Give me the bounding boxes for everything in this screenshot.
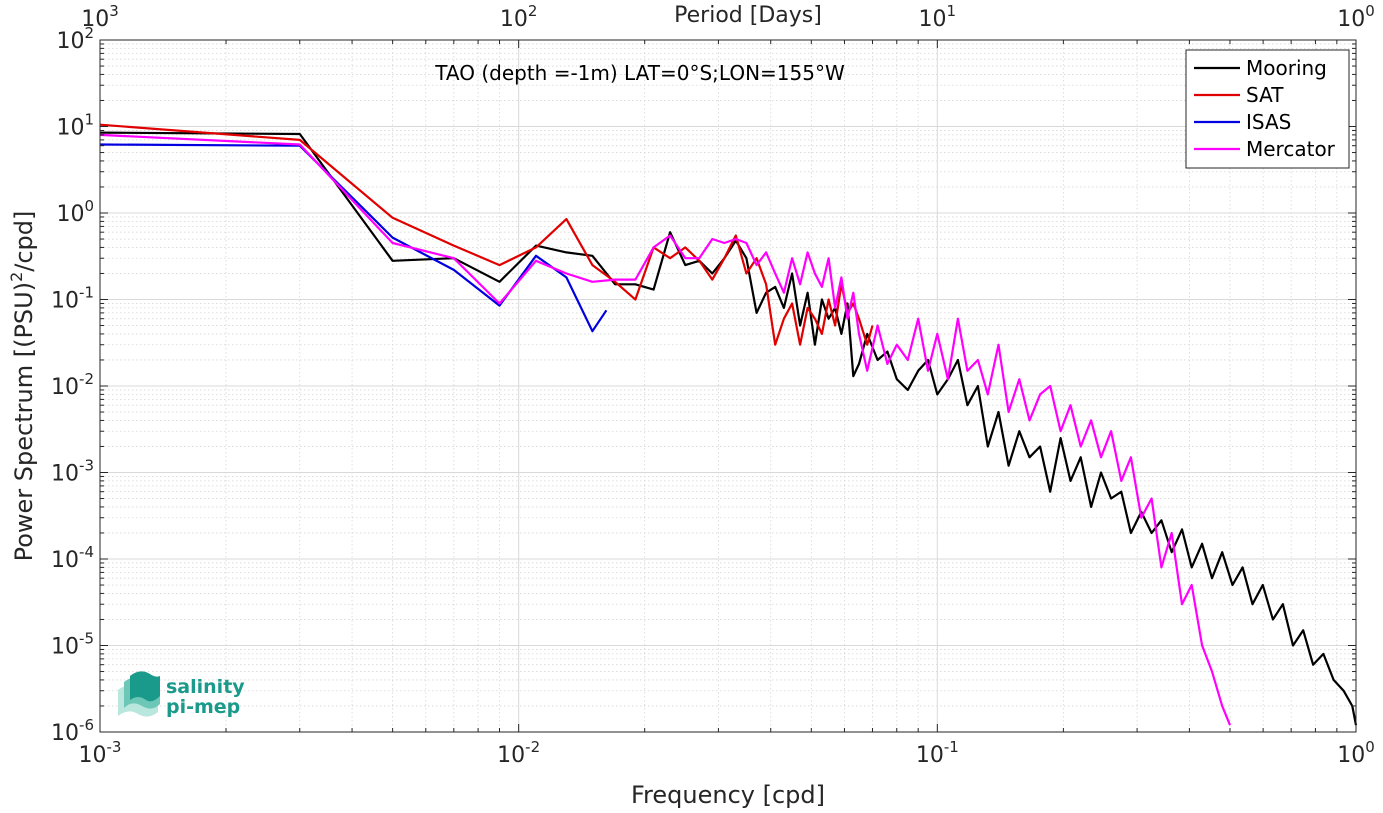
y-tick-label: 10-1 xyxy=(51,284,94,314)
tick-marks xyxy=(99,39,1357,733)
y-tick-exp: 1 xyxy=(84,111,94,129)
y-tick-label: 101 xyxy=(56,111,94,141)
series-line-mercator xyxy=(99,133,1232,726)
salinity-pi-mep-logo: salinity pi-mep xyxy=(118,671,245,718)
y-axis-title-tail: /cpd] xyxy=(10,211,38,272)
y-tick-exp: -4 xyxy=(79,543,94,561)
top-tick-base: 10 xyxy=(1337,7,1365,32)
x-tick-exp: -2 xyxy=(525,738,540,756)
y-tick-exp: -1 xyxy=(79,284,94,302)
y-tick-base: 10 xyxy=(51,462,79,487)
series-line-sat xyxy=(99,123,874,346)
top-axis-title: Period [Days] xyxy=(674,3,822,28)
top-tick-label: 103 xyxy=(81,2,119,32)
top-tick-exp: 1 xyxy=(947,2,957,20)
x-tick-label: 10-3 xyxy=(79,738,122,768)
x-tick-label: 10-2 xyxy=(497,738,540,768)
legend-label-mooring: Mooring xyxy=(1246,56,1327,80)
y-tick-label: 10-4 xyxy=(51,543,94,573)
y-tick-exp: -5 xyxy=(79,630,94,648)
y-tick-base: 10 xyxy=(51,635,79,660)
legend-label-sat: SAT xyxy=(1246,83,1284,107)
y-tick-base: 10 xyxy=(56,116,84,141)
y-tick-label: 10-6 xyxy=(51,716,94,746)
x-axis-title: Frequency [cpd] xyxy=(631,781,825,809)
y-tick-exp: -3 xyxy=(79,457,94,475)
y-tick-base: 10 xyxy=(51,548,79,573)
x-tick-exp: 0 xyxy=(1365,738,1375,756)
logo-text-pi-mep: pi-mep xyxy=(166,696,240,718)
y-axis-title-sup: 2 xyxy=(7,272,26,282)
top-tick-label: 102 xyxy=(500,2,538,32)
y-tick-exp: 2 xyxy=(84,24,94,42)
series-lines xyxy=(99,123,1358,726)
x-tick-exp: -1 xyxy=(944,738,959,756)
y-tick-base: 10 xyxy=(51,289,79,314)
y-axis-title-main: Power Spectrum [(PSU) xyxy=(10,282,38,561)
y-tick-base: 10 xyxy=(56,202,84,227)
legend-label-mercator: Mercator xyxy=(1246,137,1336,161)
y-tick-label: 10-5 xyxy=(51,630,94,660)
chart-title: TAO (depth =-1m) LAT=0°S;LON=155°W xyxy=(434,61,845,85)
top-tick-base: 10 xyxy=(500,7,528,32)
logo-wave-icon xyxy=(118,671,160,717)
y-tick-label: 10-3 xyxy=(51,457,94,487)
top-tick-label: 100 xyxy=(1337,2,1375,32)
y-tick-base: 10 xyxy=(51,375,79,400)
x-tick-base: 10 xyxy=(1337,743,1365,768)
y-tick-exp: 0 xyxy=(84,197,94,215)
top-tick-exp: 0 xyxy=(1365,2,1375,20)
y-tick-label: 10-2 xyxy=(51,370,94,400)
legend-label-isas: ISAS xyxy=(1246,110,1291,134)
y-axis-title: Power Spectrum [(PSU)2/cpd] xyxy=(7,211,38,562)
top-tick-exp: 3 xyxy=(109,2,119,20)
y-tick-base: 10 xyxy=(56,29,84,54)
y-tick-label: 102 xyxy=(56,24,94,54)
y-tick-base: 10 xyxy=(51,721,79,746)
x-tick-base: 10 xyxy=(916,743,944,768)
y-tick-exp: -2 xyxy=(79,370,94,388)
top-tick-exp: 2 xyxy=(528,2,538,20)
x-tick-exp: -3 xyxy=(107,738,122,756)
top-tick-base: 10 xyxy=(919,7,947,32)
top-tick-label: 101 xyxy=(919,2,957,32)
y-tick-exp: -6 xyxy=(79,716,94,734)
x-tick-base: 10 xyxy=(79,743,107,768)
x-tick-base: 10 xyxy=(497,743,525,768)
y-tick-label: 100 xyxy=(56,197,94,227)
grid-lines xyxy=(99,39,1357,733)
x-tick-label: 100 xyxy=(1337,738,1375,768)
legend: Mooring SAT ISAS Mercator xyxy=(1185,49,1350,169)
x-tick-label: 10-1 xyxy=(916,738,959,768)
logo-text-salinity: salinity xyxy=(166,676,245,698)
top-tick-base: 10 xyxy=(81,7,109,32)
